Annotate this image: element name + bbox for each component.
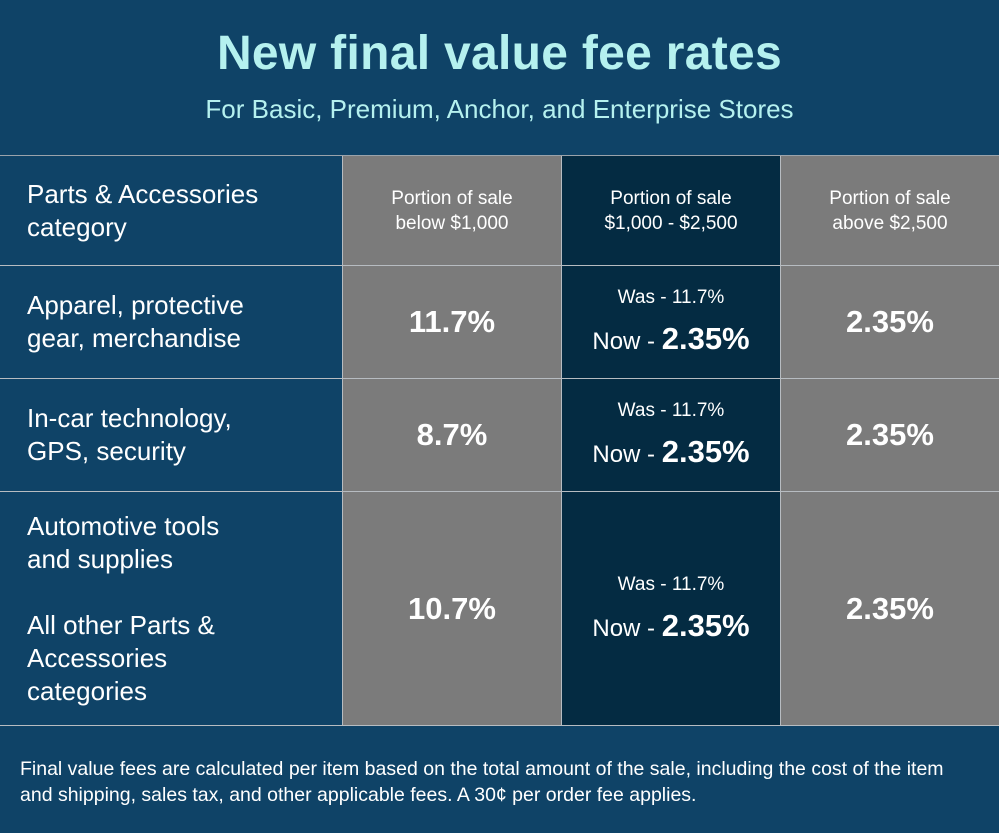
rate-above-automotive: 2.35% (781, 492, 999, 726)
fee-table: Parts & Accessories category Portion of … (0, 155, 999, 726)
page-subtitle: For Basic, Premium, Anchor, and Enterpri… (205, 94, 794, 124)
now-prefix: Now - (592, 328, 662, 355)
now-rate: Now - 2.35% (592, 608, 749, 644)
header-1000-2500: Portion of sale $1,000 - $2,500 (562, 156, 781, 266)
rate-mid-in-car: Was - 11.7% Now - 2.35% (562, 379, 781, 492)
rate-below-in-car: 8.7% (343, 379, 562, 492)
rate-below-automotive: 10.7% (343, 492, 562, 726)
row-label-in-car: In-car technology, GPS, security (0, 379, 343, 492)
row-label-line: categories (27, 675, 147, 706)
rate-value: 11.7% (408, 304, 496, 339)
row-label-line: gear, merchandise (27, 323, 241, 353)
now-rate: Now - 2.35% (592, 434, 749, 470)
header-category-line-2: category (27, 211, 127, 242)
now-value: 2.35% (661, 434, 750, 469)
rate-value: 8.7% (416, 417, 488, 452)
was-rate: Was - 11.7% (617, 573, 725, 595)
header-above-line-2: above $2,500 (832, 212, 948, 234)
now-prefix: Now - (592, 614, 662, 642)
now-prefix: Now - (592, 441, 662, 468)
rate-mid-apparel: Was - 11.7% Now - 2.35% (562, 266, 781, 379)
row-label-automotive: Automotive tools and supplies All other … (0, 492, 343, 726)
header-above-line-1: Portion of sale (829, 187, 951, 209)
row-label-line: Accessories (27, 642, 168, 673)
rate-value: 2.35% (846, 304, 934, 339)
row-label-line: Automotive tools (27, 510, 220, 541)
header-below-line-1: Portion of sale (391, 187, 513, 209)
row-label-apparel: Apparel, protective gear, merchandise (0, 266, 343, 379)
row-label-line: and supplies (27, 543, 173, 574)
rate-below-apparel: 11.7% (343, 266, 562, 379)
rate-above-apparel: 2.35% (781, 266, 999, 379)
header-category-line-1: Parts & Accessories (27, 178, 259, 209)
header-above-2500: Portion of sale above $2,500 (781, 156, 999, 266)
page-title: New final value fee rates (216, 27, 783, 80)
rate-value: 2.35% (846, 417, 934, 452)
header-category: Parts & Accessories category (0, 156, 343, 266)
header-below-line-2: below $1,000 (395, 212, 509, 234)
was-rate: Was - 11.7% (617, 400, 725, 421)
header-below-1000: Portion of sale below $1,000 (343, 156, 562, 266)
footnote: Final value fees are calculated per item… (20, 758, 944, 806)
header-mid-line-2: $1,000 - $2,500 (604, 212, 738, 234)
header-mid-line-1: Portion of sale (610, 187, 732, 209)
was-rate: Was - 11.7% (617, 287, 725, 308)
rate-mid-automotive: Was - 11.7% Now - 2.35% (562, 492, 781, 726)
row-label-spacer (27, 576, 219, 609)
rate-above-in-car: 2.35% (781, 379, 999, 492)
row-label-line: Apparel, protective (27, 290, 244, 320)
now-value: 2.35% (661, 607, 750, 643)
rate-value: 10.7% (408, 590, 496, 626)
rate-value: 2.35% (846, 590, 934, 626)
now-value: 2.35% (661, 321, 750, 356)
now-rate: Now - 2.35% (592, 321, 749, 357)
row-label-line: In-car technology, (27, 403, 232, 433)
row-label-line: GPS, security (27, 436, 186, 466)
row-label-line: All other Parts & (27, 609, 215, 640)
